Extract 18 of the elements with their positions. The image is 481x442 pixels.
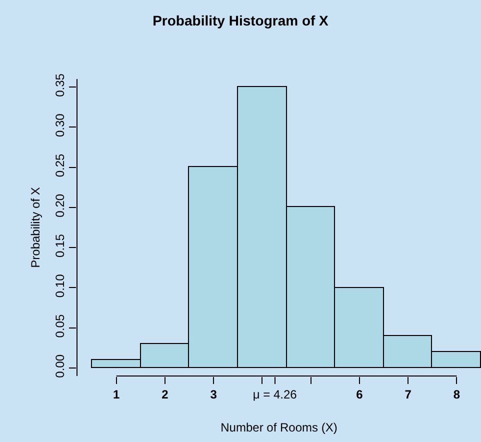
y-tick-label: 0.25 (53, 154, 68, 178)
y-tick-label: 0.10 (53, 274, 68, 298)
chart-title: Probability Histogram of X (152, 12, 330, 28)
x-tick-label: 6 (356, 387, 364, 402)
y-tick-label: 0.30 (53, 113, 68, 138)
x-tick-label: 2 (162, 387, 169, 402)
y-tick-label: 0.05 (53, 314, 68, 338)
x-tick-label: 1 (113, 387, 120, 402)
x-tick-label: 7 (404, 387, 412, 402)
y-axis-title: Probability of X (28, 187, 42, 268)
y-tick-label: 0.20 (53, 194, 68, 218)
y-tick-label: 0.00 (53, 354, 68, 378)
x-tick-label: μ = 4.26 (252, 387, 298, 402)
y-tick-label: 0.15 (53, 234, 68, 258)
y-tick-label: 0.35 (53, 73, 68, 97)
x-tick-label: 8 (453, 387, 460, 402)
x-axis-title: Number of Rooms (X) (220, 420, 338, 434)
x-tick-label: 3 (210, 387, 218, 402)
